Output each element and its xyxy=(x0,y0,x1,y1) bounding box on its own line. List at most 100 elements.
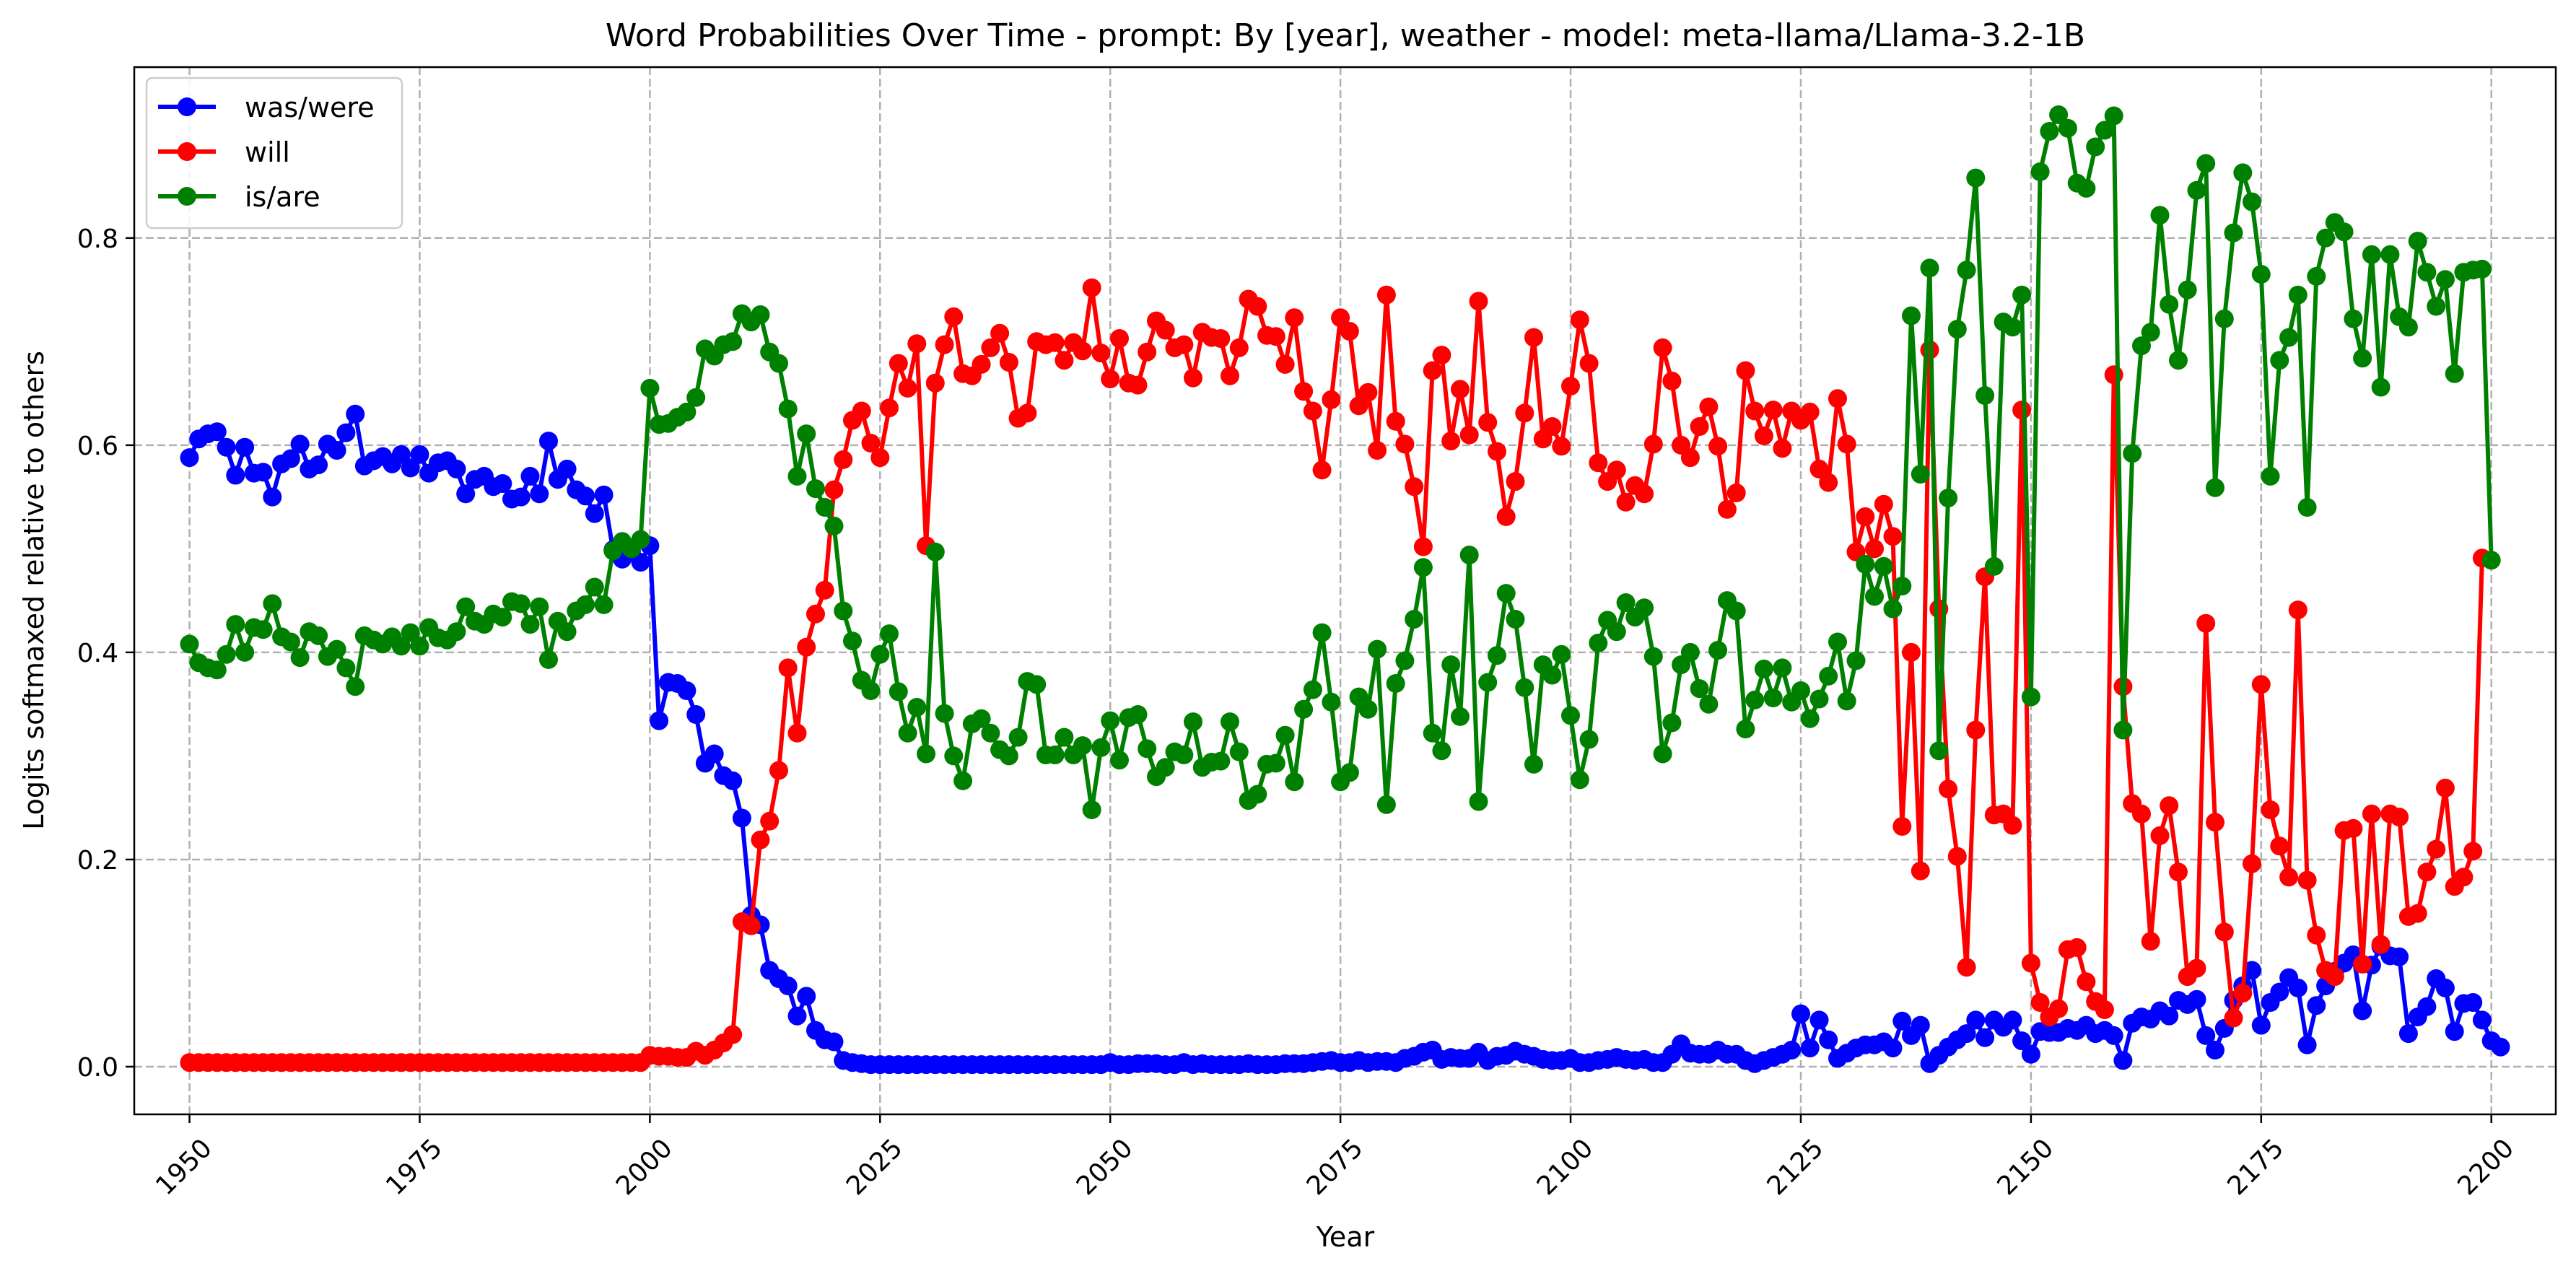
data-point-is-are xyxy=(898,723,917,743)
data-point-will xyxy=(1285,308,1304,328)
data-point-is-are xyxy=(1579,730,1599,749)
data-point-is-are xyxy=(539,650,558,669)
data-point-will xyxy=(1441,432,1461,451)
data-point-will xyxy=(1294,382,1314,401)
data-point-was-were xyxy=(2390,947,2409,966)
data-point-is-are xyxy=(530,597,549,616)
data-point-is-are xyxy=(2233,163,2253,183)
data-point-will xyxy=(1570,310,1589,330)
data-point-will xyxy=(1110,329,1129,348)
data-point-is-are xyxy=(1570,770,1589,790)
data-point-is-are xyxy=(806,479,825,499)
data-point-is-are xyxy=(2334,222,2354,242)
data-point-is-are xyxy=(2344,309,2363,328)
data-point-is-are xyxy=(769,354,788,373)
data-point-will xyxy=(981,338,1000,357)
data-point-was-were xyxy=(557,459,577,478)
data-point-is-are xyxy=(493,608,512,627)
data-point-is-are xyxy=(2214,309,2234,328)
data-point-will xyxy=(1616,492,1636,512)
data-point-was-were xyxy=(520,466,540,486)
data-point-is-are xyxy=(880,624,899,644)
data-point-is-are xyxy=(235,642,255,662)
data-point-will xyxy=(1082,278,1101,297)
data-point-is-are xyxy=(309,626,328,645)
data-point-is-are xyxy=(2408,232,2427,251)
data-point-will xyxy=(870,448,890,468)
data-point-will xyxy=(1902,642,1921,662)
data-point-is-are xyxy=(2141,323,2160,342)
data-point-will xyxy=(2214,922,2234,942)
data-point-will xyxy=(2021,953,2040,973)
data-point-will xyxy=(1045,333,1065,352)
y-tick-label: 0.2 xyxy=(77,846,118,875)
data-point-was-were xyxy=(576,486,595,506)
data-point-will xyxy=(1607,460,1626,480)
data-point-was-were xyxy=(2472,1010,2492,1030)
grid xyxy=(134,67,2556,1114)
data-point-is-are xyxy=(2077,178,2096,198)
data-point-will xyxy=(1809,459,1829,478)
data-point-was-were xyxy=(217,437,236,457)
data-point-was-were xyxy=(493,474,512,493)
data-point-is-are xyxy=(1699,694,1719,714)
data-point-will xyxy=(990,323,1010,343)
legend-marker-will xyxy=(178,142,196,161)
y-tick-label: 0.4 xyxy=(77,639,118,668)
data-point-will xyxy=(1349,396,1368,416)
data-point-will xyxy=(797,637,816,657)
legend-label-is-are: is/are xyxy=(245,181,320,213)
data-point-is-are xyxy=(2288,285,2308,305)
data-point-is-are xyxy=(2261,466,2280,486)
data-point-will xyxy=(925,373,945,393)
data-point-will xyxy=(1883,527,1903,546)
data-point-was-were xyxy=(1809,1010,1829,1030)
data-point-is-are xyxy=(1939,489,1958,507)
data-point-will xyxy=(1552,437,1571,456)
data-point-is-are xyxy=(1754,659,1773,678)
data-point-is-are xyxy=(787,466,807,486)
data-point-will xyxy=(2325,967,2344,987)
legend-label-was-were: was/were xyxy=(245,92,375,123)
series-will xyxy=(180,278,2492,1072)
data-point-will xyxy=(2169,862,2188,882)
data-point-will xyxy=(2463,842,2483,861)
data-point-is-are xyxy=(1174,746,1194,764)
data-point-is-are xyxy=(1589,634,1608,652)
data-point-is-are xyxy=(1745,690,1765,709)
data-point-will xyxy=(1073,341,1092,361)
data-point-is-are xyxy=(253,620,273,639)
data-point-is-are xyxy=(1451,707,1470,726)
data-point-was-were xyxy=(226,466,245,485)
data-point-was-were xyxy=(2435,978,2455,997)
data-point-is-are xyxy=(1837,691,1856,711)
data-point-is-are xyxy=(2270,351,2289,370)
data-point-was-were xyxy=(594,485,614,504)
data-point-will xyxy=(1524,328,1543,347)
data-point-is-are xyxy=(1662,713,1682,733)
data-point-will xyxy=(1368,441,1387,460)
data-point-is-are xyxy=(686,388,706,407)
data-point-was-were xyxy=(180,448,199,468)
data-point-is-are xyxy=(520,615,540,634)
data-point-will xyxy=(1138,342,1157,362)
data-point-will xyxy=(1515,403,1534,423)
data-point-is-are xyxy=(2427,297,2446,316)
data-point-will xyxy=(1957,958,1976,977)
data-point-will xyxy=(1376,285,1396,305)
data-point-is-are xyxy=(557,622,577,642)
data-point-is-are xyxy=(1846,651,1866,670)
data-point-was-were xyxy=(723,771,743,790)
data-point-is-are xyxy=(1459,546,1479,564)
data-point-was-were xyxy=(2445,1022,2464,1041)
data-point-was-were xyxy=(778,976,798,995)
data-point-was-were xyxy=(327,441,346,460)
data-point-is-are xyxy=(917,744,936,764)
data-point-is-are xyxy=(935,704,954,723)
data-point-will xyxy=(2362,804,2381,823)
data-point-is-are xyxy=(1110,751,1129,770)
data-point-is-are xyxy=(2362,245,2381,264)
data-point-will xyxy=(1635,484,1654,504)
data-point-will xyxy=(1478,413,1498,432)
data-point-is-are xyxy=(1303,680,1322,699)
